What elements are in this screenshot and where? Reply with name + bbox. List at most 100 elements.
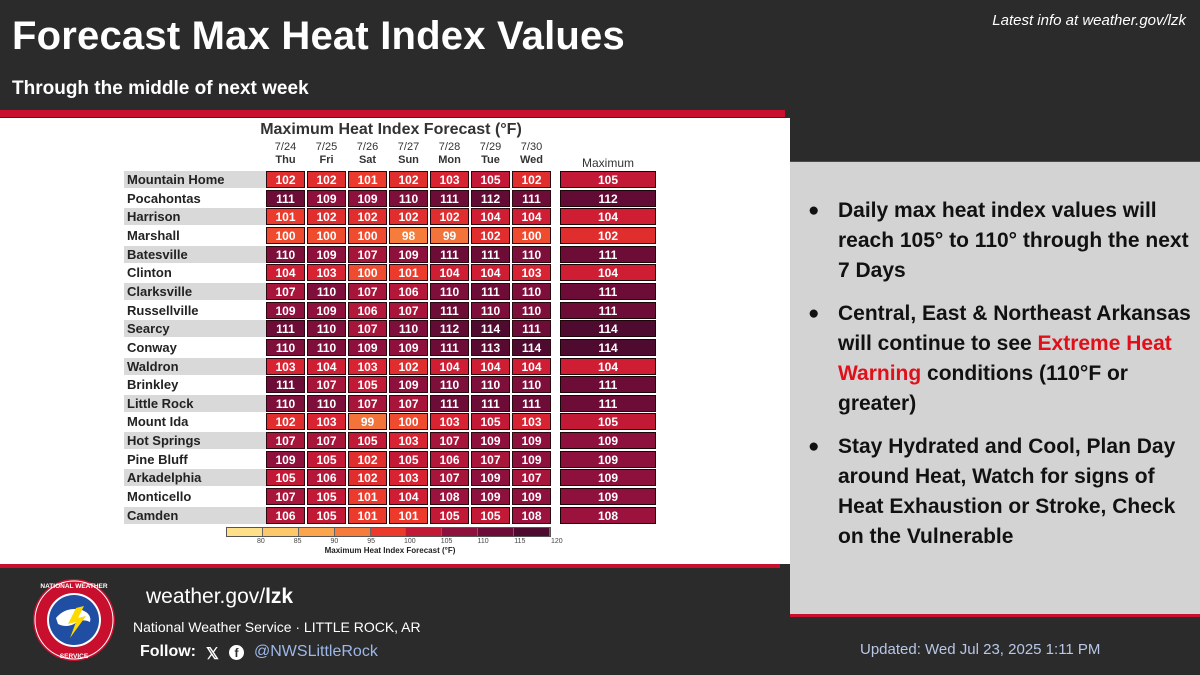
heat-index-cell: 107 (307, 376, 346, 394)
heat-index-cell: 109 (348, 338, 387, 356)
day-header-fri: 7/25 Fri (315, 141, 338, 166)
heat-index-color-legend (226, 527, 551, 537)
heat-index-cell: 110 (389, 189, 428, 207)
heat-index-cell: 112 (471, 189, 510, 207)
heat-index-cell: 107 (348, 394, 387, 412)
heat-index-cell: 110 (266, 338, 305, 356)
heat-index-cell: 107 (348, 282, 387, 300)
heat-index-cell: 102 (348, 469, 387, 487)
max-heat-index-cell: 102 (560, 226, 656, 244)
city-label: Waldron (124, 357, 266, 375)
city-label: Harrison (124, 208, 266, 226)
heat-index-cell: 111 (512, 394, 551, 412)
heat-index-cell: 111 (266, 189, 305, 207)
heat-index-cell: 99 (430, 226, 469, 244)
heat-index-cell: 110 (430, 282, 469, 300)
max-heat-index-cell: 111 (560, 282, 656, 300)
heat-index-cell: 103 (307, 264, 346, 282)
heat-index-cell: 107 (430, 432, 469, 450)
heat-index-cell: 111 (430, 189, 469, 207)
max-heat-index-cell: 109 (560, 488, 656, 506)
heat-index-cell: 101 (348, 488, 387, 506)
heat-index-cell: 102 (389, 208, 428, 226)
header-bar (0, 0, 1200, 112)
heat-index-cell: 109 (307, 189, 346, 207)
office-name: National Weather Service · LITTLE ROCK, … (133, 619, 421, 635)
heat-index-cell: 106 (389, 282, 428, 300)
legend-swatch (478, 528, 515, 536)
heat-index-cell: 104 (307, 357, 346, 375)
max-heat-index-cell: 109 (560, 432, 656, 450)
max-heat-index-cell: 111 (560, 376, 656, 394)
max-heat-index-cell: 104 (560, 357, 656, 375)
city-label: Clarksville (124, 282, 266, 300)
heat-index-cell: 104 (471, 357, 510, 375)
website-link[interactable]: weather.gov/lzk (146, 585, 294, 608)
max-heat-index-cell: 108 (560, 506, 656, 524)
legend-swatch (262, 528, 299, 536)
legend-tick-label: 100 (404, 538, 416, 545)
legend-swatch (442, 528, 479, 536)
legend-tick-label: 120 (551, 538, 563, 545)
red-accent-bottom-right (790, 612, 1200, 617)
heat-index-cell: 108 (512, 506, 551, 524)
city-label: Monticello (127, 489, 192, 505)
heat-index-cell: 103 (512, 413, 551, 431)
heat-index-cell: 102 (266, 171, 305, 188)
heat-index-cell: 102 (512, 171, 551, 188)
max-heat-index-cell: 114 (560, 338, 656, 356)
heat-index-cell: 105 (266, 469, 305, 487)
legend-tick-label: 105 (440, 538, 453, 545)
heat-index-cell: 107 (266, 282, 305, 300)
heat-index-cell: 101 (389, 264, 428, 282)
day-header-wed: 7/30 Wed (519, 141, 544, 166)
city-label: Camden (124, 506, 266, 524)
nws-logo-icon: NATIONAL WEATHER SERVICE (33, 579, 115, 661)
heat-index-cell: 102 (471, 226, 510, 244)
heat-index-cell: 109 (512, 432, 551, 450)
max-heat-index-cell: 112 (560, 189, 656, 207)
heat-index-cell: 104 (430, 357, 469, 375)
heat-index-cell: 110 (307, 338, 346, 356)
city-label: Mountain Home (124, 171, 266, 188)
heat-index-cell: 104 (471, 264, 510, 282)
city-label: Marshall (127, 227, 180, 243)
heat-index-cell: 100 (348, 226, 387, 244)
city-label: Little Rock (124, 394, 266, 412)
max-heat-index-cell: 111 (560, 301, 656, 319)
heat-index-cell: 114 (512, 338, 551, 356)
heat-index-cell: 110 (471, 301, 510, 319)
heat-index-cell: 102 (389, 171, 428, 188)
day-header-tue: 7/29 Tue (479, 141, 502, 166)
heat-index-cell: 109 (512, 488, 551, 506)
heat-index-cell: 103 (512, 264, 551, 282)
heat-index-cell: 109 (307, 245, 346, 263)
heat-index-cell: 110 (266, 245, 305, 263)
red-accent-bottom (0, 562, 780, 568)
heat-index-cell: 102 (307, 171, 346, 188)
heat-index-cell: 109 (266, 301, 305, 319)
social-handle[interactable]: @NWSLittleRock (254, 643, 378, 660)
heat-index-cell: 105 (307, 450, 346, 468)
x-social-icon[interactable]: 𝕏 (206, 646, 219, 663)
legend-swatch (298, 528, 335, 536)
heat-index-cell: 109 (307, 301, 346, 319)
heat-index-cell: 104 (266, 264, 305, 282)
facebook-icon[interactable]: f (229, 645, 244, 660)
heat-index-cell: 100 (389, 413, 428, 431)
heat-index-cell: 102 (266, 413, 305, 431)
heat-index-cell: 107 (266, 488, 305, 506)
latest-info-link[interactable]: Latest info at weather.gov/lzk (992, 12, 1186, 29)
heat-index-cell: 101 (348, 506, 387, 524)
max-heat-index-cell: 111 (560, 394, 656, 412)
heat-index-cell: 110 (307, 394, 346, 412)
svg-text:NATIONAL WEATHER: NATIONAL WEATHER (40, 583, 107, 590)
heat-index-cell: 101 (266, 208, 305, 226)
heat-index-cell: 111 (430, 338, 469, 356)
heat-index-cell: 111 (512, 189, 551, 207)
heat-index-cell: 108 (430, 488, 469, 506)
legend-swatch (514, 528, 551, 536)
heat-index-cell: 107 (266, 432, 305, 450)
city-label: Arkadelphia (124, 469, 266, 487)
heat-index-cell: 106 (307, 469, 346, 487)
